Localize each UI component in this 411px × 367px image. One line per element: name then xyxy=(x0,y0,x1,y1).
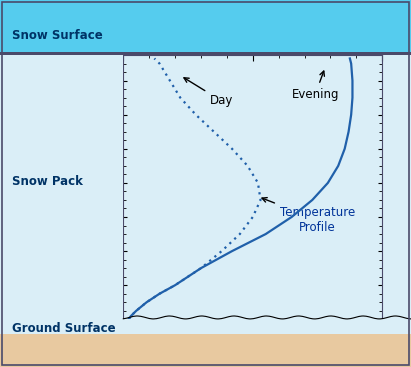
Text: Evening: Evening xyxy=(292,71,339,101)
Y-axis label: SNOW HEIGHT (cm): SNOW HEIGHT (cm) xyxy=(83,130,93,244)
Text: Ground Surface: Ground Surface xyxy=(12,322,116,335)
Text: Temperature
Profile: Temperature Profile xyxy=(262,197,355,234)
Text: Snow Surface: Snow Surface xyxy=(12,29,103,42)
Text: Day: Day xyxy=(184,78,233,108)
X-axis label: Temperature (°C): Temperature (°C) xyxy=(192,23,314,36)
Text: Snow Pack: Snow Pack xyxy=(12,175,83,188)
